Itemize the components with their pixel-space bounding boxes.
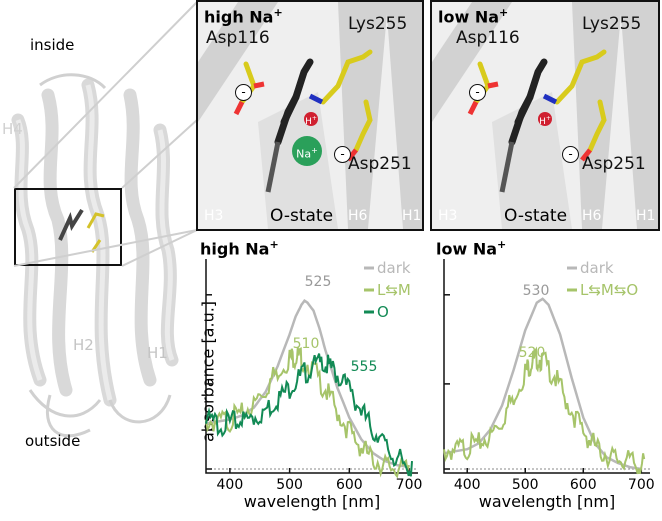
legend-entry: dark bbox=[377, 259, 411, 277]
minus-charge-asp251: - bbox=[334, 146, 351, 163]
minus-charge-asp251: - bbox=[562, 146, 579, 163]
minus-charge-asp116: - bbox=[469, 84, 486, 101]
peak-label: 555 bbox=[351, 359, 378, 375]
residue-label-asp251: Asp251 bbox=[348, 154, 412, 174]
residue-label-lys255: Lys255 bbox=[348, 14, 408, 34]
helix-label-h6: H6 bbox=[582, 208, 602, 224]
x-tick-label: 700 bbox=[396, 477, 423, 493]
helix-label-h4: H4 bbox=[2, 120, 23, 138]
helix-label-h2: H2 bbox=[73, 336, 94, 354]
proton-marker: H+ bbox=[304, 112, 318, 127]
panel-title-low-na: low Na+ bbox=[438, 6, 509, 27]
axis-frame bbox=[443, 259, 650, 474]
legend-entry: L⇆M bbox=[377, 281, 411, 299]
helix-label-h1: H1 bbox=[636, 208, 656, 224]
peak-label: 530 bbox=[523, 283, 550, 299]
panel-title-high-na: high Na+ bbox=[204, 6, 283, 27]
sodium-ion: Na+ bbox=[292, 136, 322, 166]
legend-entry: L⇆M⇆O bbox=[580, 281, 638, 299]
spectrum-chart-low-na: 400 500 600 700 wavelength [nm] dark L⇆M⇆O 530 5… bbox=[443, 259, 655, 511]
helix-label-h1: H1 bbox=[402, 208, 422, 224]
helix-label-h1: H1 bbox=[147, 344, 168, 362]
residue-label-asp116: Asp116 bbox=[206, 28, 270, 48]
x-tick-label: 400 bbox=[454, 477, 481, 493]
spectrum-chart-high-na: 400 500 600 700 wavelength [nm] dark L⇆M O 525 51… bbox=[205, 259, 423, 511]
series-line-O bbox=[205, 353, 413, 477]
outside-label: outside bbox=[25, 432, 81, 450]
residue-label-asp251: Asp251 bbox=[582, 154, 646, 174]
structure-panel-low-na: low Na+ Asp116 Lys255 Asp251 - - H+ O-st… bbox=[430, 0, 660, 231]
residue-label-asp116: Asp116 bbox=[456, 28, 520, 48]
legend-entry: dark bbox=[580, 259, 614, 277]
chart-title-high-na: high Na+ bbox=[200, 238, 279, 259]
state-label-low-na: O-state bbox=[504, 206, 568, 226]
structure-panel-high-na: high Na+ Asp116 Lys255 Asp251 - - H+ Na+… bbox=[196, 0, 424, 231]
zoom-box bbox=[14, 188, 122, 266]
chart-title-low-na: low Na+ bbox=[436, 238, 507, 259]
legend-entry: O bbox=[377, 303, 389, 321]
axis-frame bbox=[205, 259, 418, 474]
x-tick-label: 600 bbox=[570, 477, 597, 493]
peak-label: 510 bbox=[293, 336, 320, 352]
helix-label-h6: H6 bbox=[348, 208, 368, 224]
protein-overview: inside outside H4 H2 H1 bbox=[0, 0, 190, 521]
structure-graphic-low-na bbox=[432, 2, 658, 229]
residue-label-lys255: Lys255 bbox=[582, 14, 642, 34]
series-line-L⇆M⇆O bbox=[443, 346, 646, 475]
x-tick-label: 500 bbox=[276, 477, 303, 493]
helix-label-h3: H3 bbox=[204, 208, 224, 224]
x-tick-label: 400 bbox=[217, 477, 244, 493]
peak-label: 520 bbox=[519, 345, 546, 361]
x-tick-label: 500 bbox=[512, 477, 539, 493]
x-axis-label: wavelength [nm] bbox=[479, 492, 616, 511]
x-tick-label: 600 bbox=[336, 477, 363, 493]
peak-label: 525 bbox=[305, 274, 332, 290]
x-axis-label: wavelength [nm] bbox=[244, 492, 381, 511]
inside-label: inside bbox=[30, 36, 75, 54]
series-line-dark bbox=[443, 297, 642, 471]
proton-marker: H+ bbox=[538, 112, 552, 127]
x-tick-label: 700 bbox=[628, 477, 655, 493]
helix-label-h3: H3 bbox=[438, 208, 458, 224]
state-label-high-na: O-state bbox=[270, 206, 334, 226]
minus-charge-asp116: - bbox=[235, 84, 252, 101]
